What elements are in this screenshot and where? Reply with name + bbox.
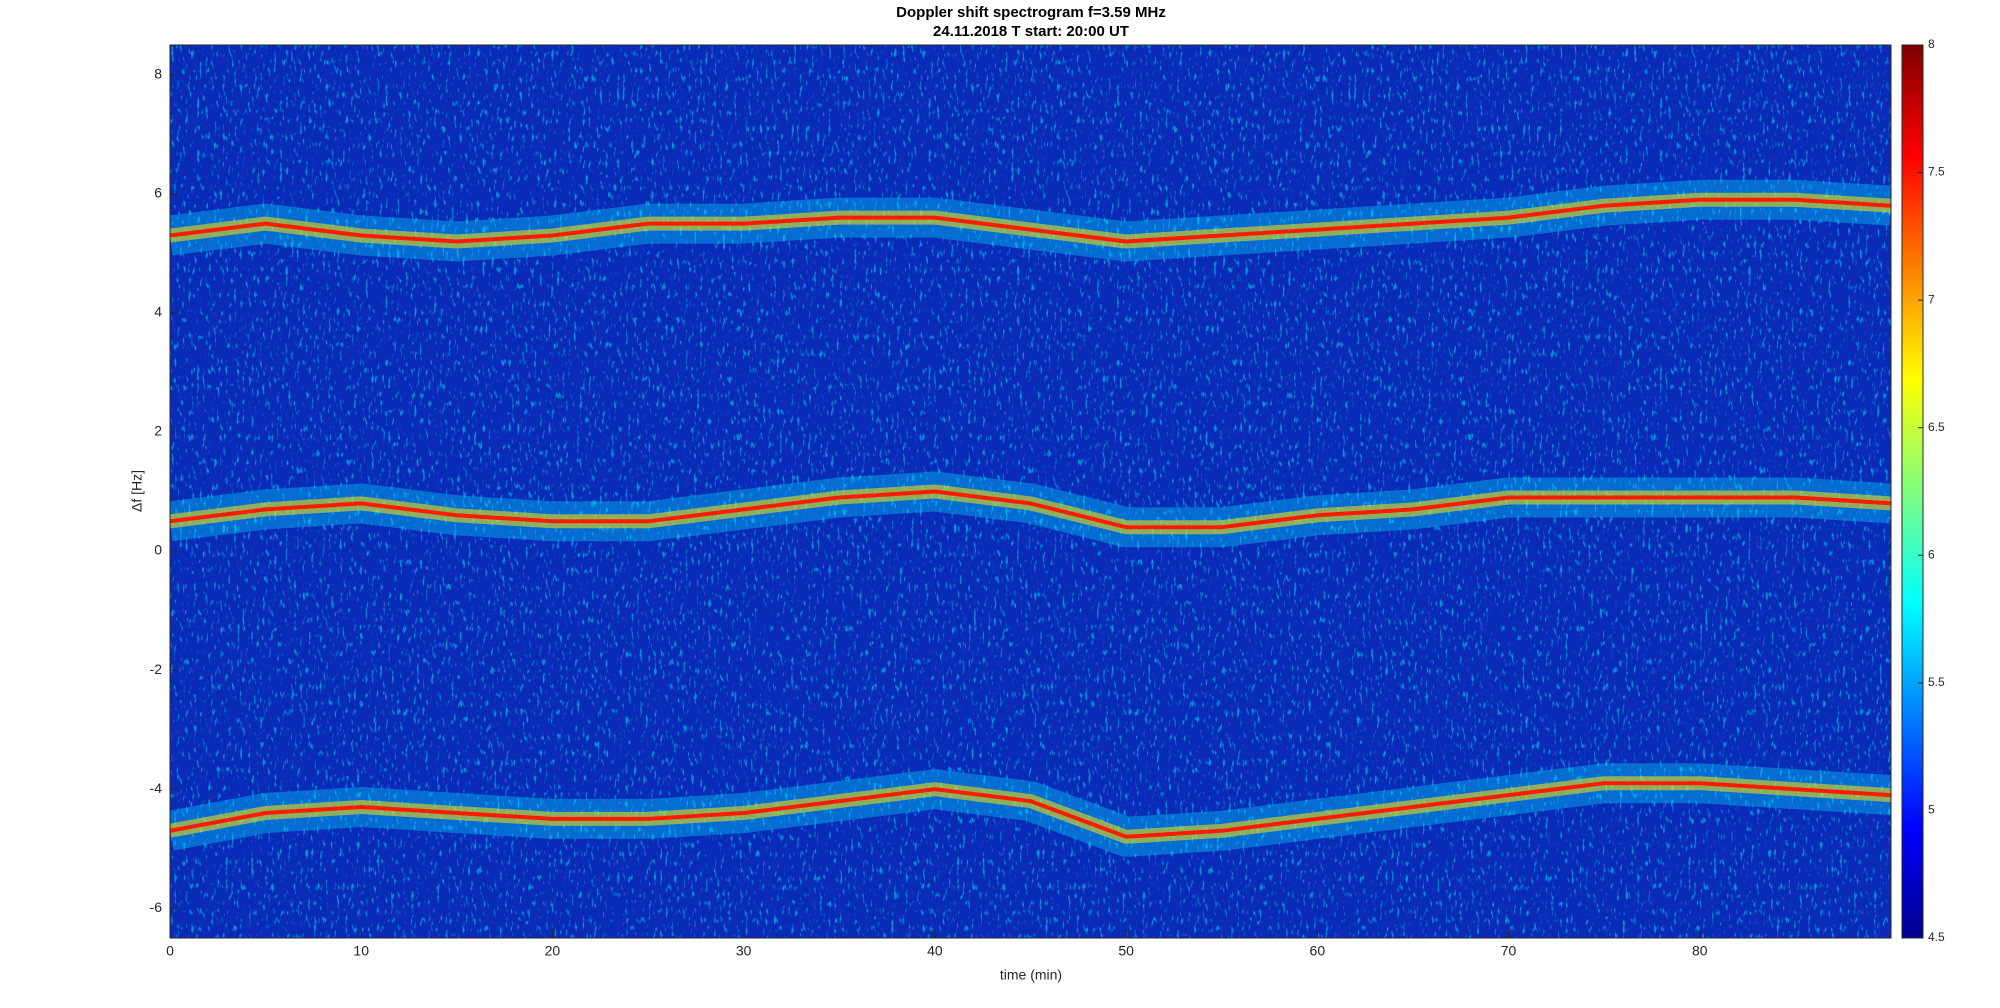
y-tick-label: 0 <box>154 542 162 558</box>
x-tick-label: 20 <box>545 943 561 959</box>
colorbar-tick-label: 7 <box>1928 292 1935 306</box>
chart-title: Doppler shift spectrogram f=3.59 MHz <box>896 4 1166 21</box>
colorbar-tick-label: 6.5 <box>1928 420 1945 434</box>
colorbar-tick-label: 7.5 <box>1928 165 1945 179</box>
x-tick-label: 80 <box>1692 943 1708 959</box>
y-axis-label: Δf [Hz] <box>129 470 145 512</box>
colorbar-tick-label: 8 <box>1928 37 1935 51</box>
y-tick-label: -6 <box>150 899 163 915</box>
x-tick-label: 70 <box>1501 943 1517 959</box>
x-tick-label: 30 <box>736 943 752 959</box>
trace-line <box>170 197 1891 244</box>
y-tick-label: -4 <box>150 780 163 796</box>
trace-line <box>170 489 1891 530</box>
x-tick-label: 0 <box>166 943 174 959</box>
trace-line <box>170 781 1891 839</box>
x-tick-label: 50 <box>1118 943 1134 959</box>
x-tick-label: 60 <box>1310 943 1326 959</box>
colorbar <box>1901 44 1924 939</box>
chart-subtitle: 24.11.2018 T start: 20:00 UT <box>933 23 1129 40</box>
y-tick-label: -2 <box>150 661 163 677</box>
y-tick-label: 4 <box>154 304 162 320</box>
x-tick-label: 10 <box>353 943 369 959</box>
colorbar-tick-label: 4.5 <box>1928 930 1945 944</box>
x-axis-label: time (min) <box>1000 967 1062 983</box>
y-tick-label: 8 <box>154 65 162 81</box>
y-tick-label: 2 <box>154 423 162 439</box>
plot-frame <box>169 44 1892 939</box>
colorbar-tick-label: 6 <box>1928 547 1935 561</box>
y-tick-label: 6 <box>154 185 162 201</box>
x-tick-label: 40 <box>927 943 943 959</box>
colorbar-tick-label: 5.5 <box>1928 675 1945 689</box>
colorbar-tick-label: 5 <box>1928 803 1935 817</box>
